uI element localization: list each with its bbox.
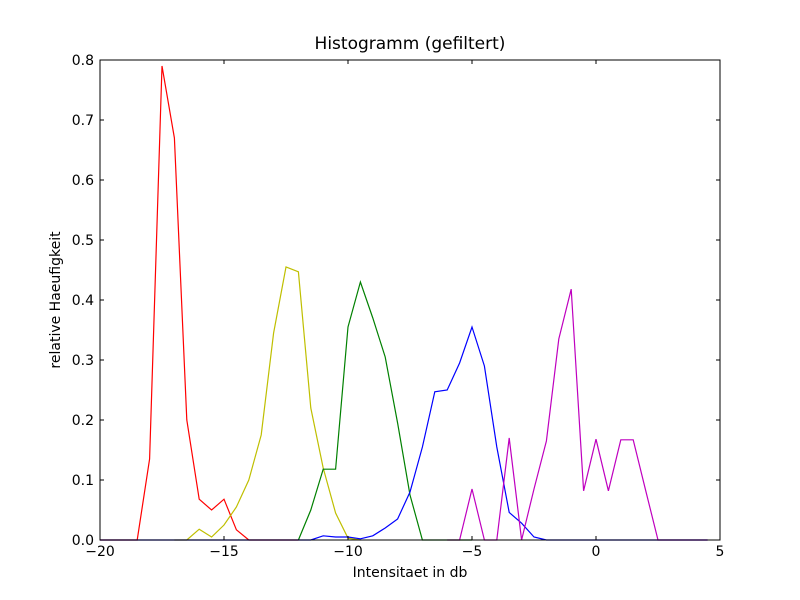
y-tick-label: 0.4 (72, 293, 94, 309)
y-tick-label: 0.6 (72, 173, 94, 189)
x-axis-label: Intensitaet in db (353, 565, 468, 581)
y-tick-label: 0.0 (72, 533, 94, 549)
y-tick-label: 0.5 (72, 233, 94, 249)
x-tick-label: −20 (85, 544, 115, 560)
series-line-3 (297, 279, 472, 541)
chart-title: Histogramm (gefiltert) (315, 34, 506, 54)
series-line-2 (174, 266, 361, 541)
x-tick-label: −5 (462, 544, 483, 560)
x-tick-label: 0 (592, 544, 601, 560)
x-tick-label: 5 (716, 544, 725, 560)
y-tick-label: 0.1 (72, 473, 94, 489)
y-tick-label: 0.2 (72, 413, 94, 429)
y-tick-label: 0.7 (72, 113, 94, 129)
x-tick-label: −10 (333, 544, 363, 560)
y-axis-label: relative Haeufigkeit (48, 231, 64, 369)
plot-frame (99, 59, 721, 541)
y-tick-label: 0.8 (72, 53, 94, 69)
series-line-4 (100, 325, 708, 541)
x-tick-label: −15 (209, 544, 239, 560)
y-tick-label: 0.3 (72, 353, 94, 369)
series-line-1 (100, 65, 299, 541)
